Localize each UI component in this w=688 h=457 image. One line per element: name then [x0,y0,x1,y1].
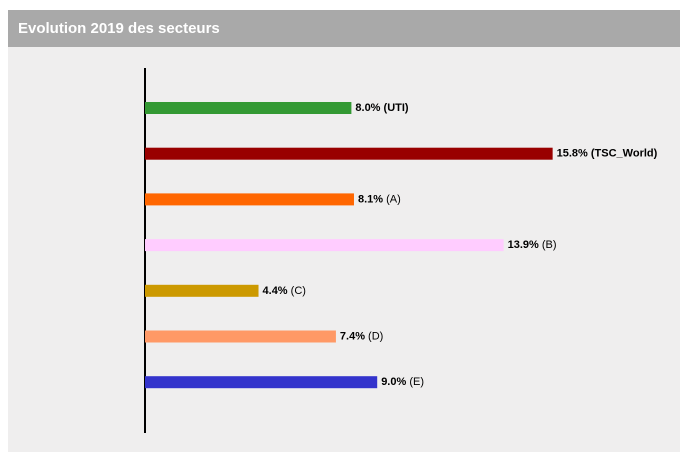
category-label: (A) [386,193,401,205]
bar [145,376,378,389]
bar [145,330,336,343]
bar-label: 13.9% (B) [508,239,557,251]
category-label: (UTI) [384,102,409,114]
value-label: 13.9% [508,239,539,251]
chart-title: Evolution 2019 des secteurs [18,20,220,37]
bar-label: 8.0% (UTI) [355,102,409,114]
value-label: 8.1% [358,193,383,205]
value-label: 9.0% [381,376,406,388]
bar-label: 4.4% (C) [263,285,306,297]
value-label: 15.8% [557,148,588,160]
bar-label: 15.8% (TSC_World) [557,148,658,160]
bar-label: 7.4% (D) [340,330,383,342]
bar [145,284,259,297]
category-label: (B) [542,239,557,251]
value-label: 4.4% [263,285,288,297]
bar [145,239,504,252]
title-bar [8,10,680,47]
value-label: 7.4% [340,330,365,342]
category-label: (E) [409,376,424,388]
bar [145,147,553,160]
bar-label: 8.1% (A) [358,193,401,205]
category-label: (C) [291,285,306,297]
category-label: (D) [368,330,383,342]
bar [145,102,352,114]
value-label: 8.0% [355,102,380,114]
bar-label: 9.0% (E) [381,376,424,388]
bar [145,193,354,206]
category-label: (TSC_World) [591,148,658,160]
